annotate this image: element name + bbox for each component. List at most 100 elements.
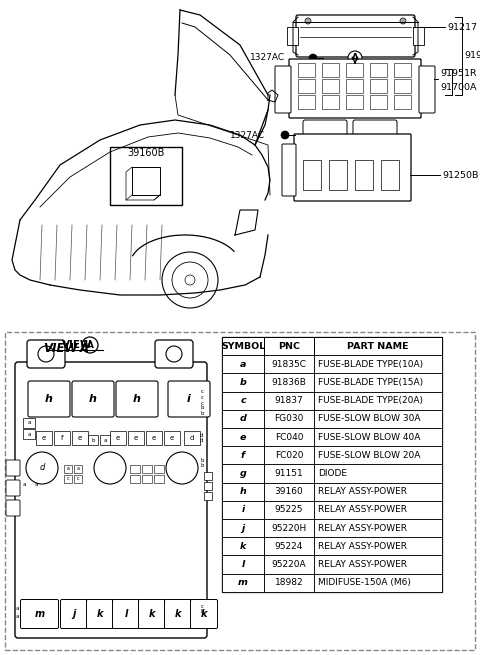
Bar	[204, 492, 212, 500]
Bar	[154, 475, 164, 483]
Text: a: a	[27, 421, 31, 426]
Text: A: A	[352, 54, 358, 62]
Bar	[264, 410, 314, 428]
FancyBboxPatch shape	[275, 66, 291, 113]
Bar	[264, 428, 314, 446]
Text: d
d: d d	[200, 432, 204, 443]
Bar	[74, 465, 82, 473]
Text: RELAY ASSY-POWER: RELAY ASSY-POWER	[318, 560, 407, 569]
FancyBboxPatch shape	[28, 381, 70, 417]
Text: k: k	[201, 609, 207, 619]
FancyBboxPatch shape	[168, 381, 210, 417]
Bar	[370, 79, 387, 93]
Text: e: e	[152, 435, 156, 441]
Text: 95225: 95225	[275, 506, 303, 514]
Bar	[128, 431, 144, 445]
Bar	[298, 79, 315, 93]
Text: FC040: FC040	[275, 432, 303, 441]
Bar	[314, 428, 442, 446]
Bar	[298, 63, 315, 77]
FancyBboxPatch shape	[282, 144, 296, 196]
Bar	[142, 465, 152, 473]
Text: 95224: 95224	[275, 542, 303, 551]
Text: l: l	[124, 609, 128, 619]
Bar	[322, 95, 339, 109]
FancyBboxPatch shape	[6, 460, 20, 476]
Bar	[110, 147, 182, 205]
Bar	[222, 392, 264, 410]
Text: 91250B: 91250B	[442, 170, 479, 179]
Text: 1327AC: 1327AC	[250, 54, 285, 62]
Text: RELAY ASSY-POWER: RELAY ASSY-POWER	[318, 506, 407, 514]
Text: FUSE-BLADE TYPE(20A): FUSE-BLADE TYPE(20A)	[318, 396, 423, 405]
Text: f: f	[241, 451, 245, 460]
Text: 39160B: 39160B	[127, 148, 165, 158]
FancyBboxPatch shape	[72, 381, 114, 417]
Bar	[146, 431, 162, 445]
FancyBboxPatch shape	[15, 362, 207, 638]
Text: 95220A: 95220A	[272, 560, 306, 569]
Text: FUSE-BLADE TYPE(15A): FUSE-BLADE TYPE(15A)	[318, 378, 423, 387]
Bar	[346, 79, 363, 93]
Circle shape	[348, 51, 362, 65]
Bar	[222, 555, 264, 574]
Text: A: A	[86, 341, 94, 350]
Text: i: i	[187, 394, 191, 404]
Bar	[130, 465, 140, 473]
Bar	[264, 464, 314, 483]
Bar	[100, 435, 110, 445]
Bar	[222, 446, 264, 464]
Bar	[346, 63, 363, 77]
Bar	[264, 373, 314, 392]
Text: FUSE-BLADE TYPE(10A): FUSE-BLADE TYPE(10A)	[318, 360, 423, 369]
Bar	[222, 355, 264, 373]
Text: e: e	[78, 435, 82, 441]
Polygon shape	[140, 150, 170, 173]
Text: a: a	[27, 432, 31, 436]
Bar	[222, 574, 264, 592]
FancyBboxPatch shape	[139, 599, 166, 629]
Bar	[5, 332, 475, 650]
Text: c
b: c b	[200, 604, 204, 614]
Bar	[23, 429, 35, 439]
FancyBboxPatch shape	[6, 500, 20, 516]
FancyBboxPatch shape	[165, 599, 192, 629]
Text: a: a	[76, 466, 80, 472]
Text: h: h	[45, 394, 53, 404]
Bar	[314, 355, 442, 373]
Bar	[303, 160, 321, 190]
Bar	[222, 410, 264, 428]
Bar	[222, 337, 442, 592]
Bar	[264, 337, 314, 355]
Bar	[54, 431, 70, 445]
Text: 95220H: 95220H	[271, 523, 307, 533]
Text: RELAY ASSY-POWER: RELAY ASSY-POWER	[318, 523, 407, 533]
FancyBboxPatch shape	[6, 480, 20, 496]
Bar	[314, 446, 442, 464]
Text: FUSE-SLOW BLOW 30A: FUSE-SLOW BLOW 30A	[318, 415, 420, 423]
Bar	[264, 392, 314, 410]
FancyBboxPatch shape	[86, 599, 113, 629]
Bar	[204, 482, 212, 490]
Text: RELAY ASSY-POWER: RELAY ASSY-POWER	[318, 542, 407, 551]
Text: e: e	[42, 435, 46, 441]
Bar	[130, 475, 140, 483]
Text: 18982: 18982	[275, 578, 303, 587]
Bar	[222, 337, 264, 355]
Bar	[314, 555, 442, 574]
Bar	[64, 465, 72, 473]
Text: e: e	[116, 435, 120, 441]
Bar	[394, 79, 411, 93]
Bar	[132, 167, 160, 195]
Text: VIEW: VIEW	[44, 342, 78, 355]
Bar	[36, 431, 52, 445]
Bar	[222, 501, 264, 519]
Bar	[329, 160, 347, 190]
Text: 91950D: 91950D	[464, 52, 480, 60]
Circle shape	[281, 131, 289, 139]
Bar	[264, 537, 314, 555]
FancyBboxPatch shape	[116, 381, 158, 417]
Bar	[23, 418, 35, 428]
Bar	[64, 475, 72, 483]
Text: k: k	[149, 609, 155, 619]
